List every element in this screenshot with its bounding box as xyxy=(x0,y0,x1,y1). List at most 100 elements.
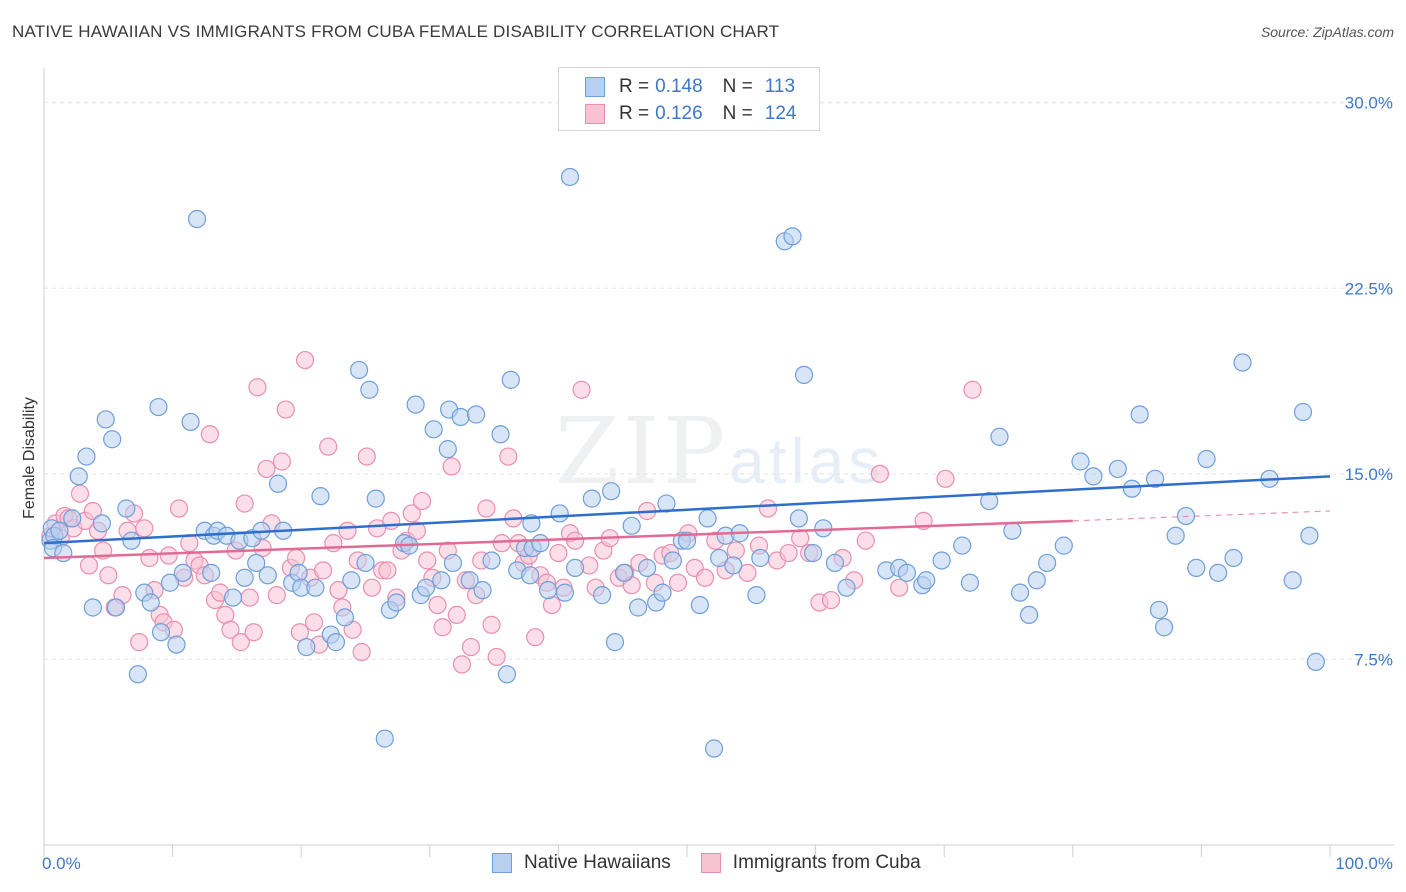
hawaiian-point xyxy=(297,637,316,657)
hawaiian-point xyxy=(677,531,697,550)
hawaiian-point xyxy=(438,440,457,459)
hawaiian-point xyxy=(366,489,385,508)
cuba-point xyxy=(248,378,267,397)
hawaiian-point xyxy=(289,563,308,582)
hawaiian-point xyxy=(1130,405,1149,424)
legend-row-immigrants-from-cuba: R = 0.126 N = 124 xyxy=(585,101,796,127)
hawaiian-point xyxy=(560,167,580,187)
cuba-point xyxy=(240,588,259,607)
legend-item-native-hawaiians[interactable]: Native Hawaiians xyxy=(492,852,671,874)
series-immigrants-from-cuba xyxy=(41,350,982,674)
cuba-trend-line xyxy=(43,519,1073,560)
hawaiian-point xyxy=(622,516,641,535)
hawaiian-point xyxy=(814,519,833,538)
pink-swatch xyxy=(585,104,605,124)
x-tick-label-min: 0.0% xyxy=(42,854,81,873)
hawaiian-point xyxy=(50,521,69,540)
hawaiian-point xyxy=(825,553,844,573)
hawaiian-point xyxy=(1122,479,1142,498)
cuba-trend-extension xyxy=(1072,510,1331,522)
cuba-point xyxy=(695,568,715,587)
hawaiian-point xyxy=(122,531,141,550)
y-tick-label: 15.0% xyxy=(1345,465,1393,484)
hawaiian-point xyxy=(1224,548,1243,568)
cuba-point xyxy=(487,647,506,667)
axes xyxy=(43,68,1394,846)
cuba-point xyxy=(542,595,562,615)
cuba-point xyxy=(821,590,841,610)
hawaiian-point xyxy=(724,556,743,575)
legend-r-value: 0.126 xyxy=(655,103,703,124)
cuba-point xyxy=(304,613,324,632)
cuba-point xyxy=(362,578,382,597)
legend-n-value: 124 xyxy=(764,103,797,124)
hawaiian-point xyxy=(602,482,621,501)
cuba-point xyxy=(221,620,240,639)
hawaiian-point xyxy=(356,553,375,573)
hawaiian-point xyxy=(173,563,192,582)
legend-r-label: R = xyxy=(619,103,650,124)
legend-n-value: 113 xyxy=(764,76,796,97)
hawaiian-point xyxy=(751,548,770,568)
blue-swatch xyxy=(585,77,605,97)
cuba-point xyxy=(70,484,90,503)
hawaiian-point xyxy=(794,365,814,385)
cuba-point xyxy=(482,615,501,634)
hawaiian-point xyxy=(501,370,520,389)
cuba-point xyxy=(324,534,343,553)
series-native-hawaiians xyxy=(41,167,1325,758)
hawaiian-point xyxy=(416,578,436,597)
hawaiian-point xyxy=(638,558,657,577)
cuba-point xyxy=(79,556,99,575)
hawaiian-point xyxy=(149,397,168,417)
legend: R = 0.148 N = 113 R = 0.126 N = 124 xyxy=(558,67,820,131)
hawaiian-point xyxy=(960,573,980,592)
hawaiian-point xyxy=(460,571,479,590)
cuba-point xyxy=(668,573,688,592)
hawaiian-point xyxy=(451,407,470,427)
hawaiian-point xyxy=(106,598,126,617)
cuba-point xyxy=(329,581,348,600)
hawaiian-point xyxy=(1108,459,1127,479)
y-tick-label: 30.0% xyxy=(1345,94,1393,113)
cuba-point xyxy=(870,464,890,483)
hawaiian-point xyxy=(1010,583,1030,602)
legend-n-label: N = xyxy=(722,76,753,97)
legend-r-label: R = xyxy=(619,76,650,97)
hawaiian-point xyxy=(103,430,122,449)
hawaiian-point xyxy=(167,635,186,654)
hawaiian-point xyxy=(1071,452,1090,471)
cuba-point xyxy=(352,642,371,662)
hawaiian-point xyxy=(406,395,425,414)
cuba-point xyxy=(169,499,189,518)
hawaiian-point xyxy=(311,487,330,506)
hawaiian-point xyxy=(521,566,540,585)
cuba-point xyxy=(492,534,511,553)
legend-label-immigrants-from-cuba: Immigrants from Cuba xyxy=(732,852,921,873)
cuba-point xyxy=(442,457,461,476)
watermark: ZIPatlas xyxy=(555,398,884,505)
hawaiian-point xyxy=(663,551,682,570)
cuba-point xyxy=(566,531,585,550)
hawaiian-point xyxy=(932,551,951,570)
trend-lines xyxy=(43,475,1331,560)
cuba-point xyxy=(130,633,149,652)
hawaiian-point xyxy=(482,551,501,570)
legend-item-immigrants-from-cuba[interactable]: Immigrants from Cuba xyxy=(700,852,921,874)
cuba-point xyxy=(83,501,102,521)
bottom-legend: Native Hawaiians Immigrants from Cuba xyxy=(492,852,951,874)
hawaiian-point xyxy=(1300,526,1319,545)
cuba-point xyxy=(549,543,568,563)
cuba-point xyxy=(180,534,199,553)
hawaiian-point xyxy=(432,571,451,590)
hawaiian-point xyxy=(1084,467,1103,486)
cuba-point xyxy=(402,504,421,523)
y-tick-label: 7.5% xyxy=(1354,650,1393,669)
hawaiian-point xyxy=(466,405,486,424)
hawaiian-point xyxy=(897,563,917,582)
hawaiian-point xyxy=(990,427,1009,446)
hawaiian-point xyxy=(497,665,517,684)
cuba-point xyxy=(272,452,292,471)
hawaiian-point xyxy=(1233,353,1252,372)
